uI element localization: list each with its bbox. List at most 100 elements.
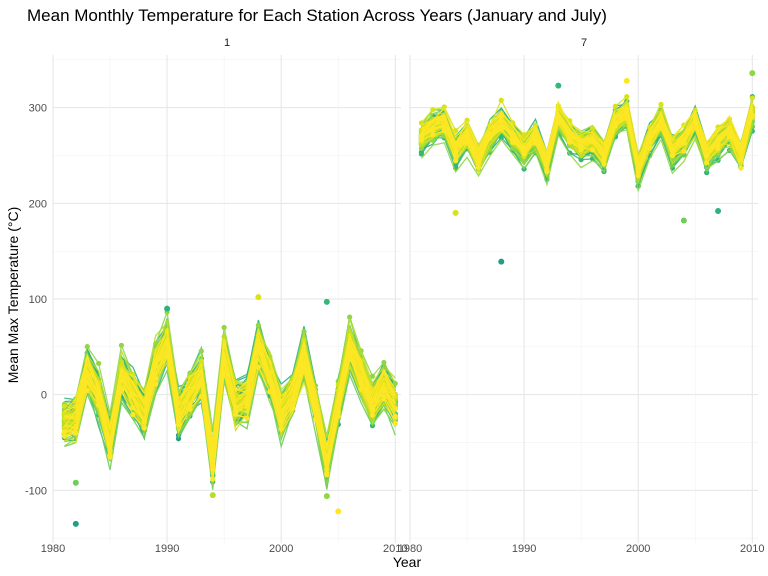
series-line — [420, 111, 753, 175]
data-point — [704, 160, 710, 166]
data-point — [453, 157, 459, 164]
outlier-point — [452, 209, 459, 216]
y-tick-label: -100 — [25, 485, 47, 497]
x-tick-label: 1990 — [512, 543, 536, 555]
data-point — [589, 147, 596, 153]
x-tick-label: 2000 — [626, 543, 650, 555]
x-tick-label: 1980 — [41, 543, 65, 555]
data-point — [692, 114, 698, 120]
data-point — [221, 358, 227, 364]
y-tick-label: 300 — [29, 103, 47, 115]
y-axis-ticks: -100 0 100 200 300 — [25, 103, 47, 498]
outlier-point — [498, 258, 505, 265]
data-point — [369, 412, 376, 418]
data-point — [84, 344, 90, 350]
data-point — [381, 393, 387, 400]
data-point — [669, 162, 676, 168]
outlier-point — [323, 493, 330, 500]
outlier-point — [255, 294, 262, 301]
series-line — [421, 107, 753, 173]
data-point — [601, 161, 607, 167]
x-tick-label: 2010 — [383, 543, 407, 555]
data-point — [324, 466, 330, 472]
series-line — [64, 337, 396, 472]
chart-title: Mean Monthly Temperature for Each Statio… — [27, 6, 607, 25]
data-point — [589, 125, 596, 131]
data-point — [130, 412, 136, 418]
data-point — [738, 157, 744, 163]
series-line — [420, 111, 753, 176]
data-point — [624, 94, 630, 100]
x-tick-label: 1980 — [398, 543, 422, 555]
data-point — [255, 322, 261, 328]
facet-panel-january: 1 — [52, 37, 401, 543]
outlier-point — [164, 305, 171, 312]
data-point — [175, 436, 182, 442]
outlier-point — [209, 492, 216, 499]
outlier-point — [749, 70, 756, 77]
outlier-point — [335, 508, 342, 515]
data-point — [267, 370, 273, 376]
series-lines-january — [61, 309, 398, 490]
data-point — [347, 314, 353, 320]
data-point — [418, 137, 425, 143]
y-tick-label: 100 — [29, 294, 47, 306]
data-point — [290, 403, 296, 409]
outlier-points-july — [452, 70, 756, 265]
series-lines-july — [418, 93, 755, 193]
series-line — [420, 126, 753, 193]
data-point — [255, 346, 261, 352]
data-point — [658, 125, 664, 131]
x-tick-label: 1990 — [155, 543, 179, 555]
outlier-point — [323, 298, 330, 305]
facet-panel-july: 7 — [409, 37, 758, 543]
y-tick-label: 200 — [29, 198, 47, 210]
outlier-point — [680, 217, 687, 224]
data-point — [141, 425, 147, 431]
y-tick-label: 0 — [41, 390, 47, 402]
data-point — [198, 348, 204, 354]
data-point — [430, 107, 436, 113]
data-point — [61, 429, 68, 435]
data-point — [107, 452, 113, 458]
outlier-point — [715, 207, 722, 214]
data-point — [521, 132, 527, 138]
outlier-point — [72, 479, 79, 486]
data-point — [324, 472, 330, 478]
outlier-points-january — [72, 294, 342, 527]
data-point — [175, 417, 182, 423]
series-line — [64, 327, 396, 451]
data-point — [430, 127, 436, 134]
data-point — [244, 397, 250, 403]
data-point — [498, 135, 504, 141]
data-point — [441, 104, 447, 110]
data-point — [612, 103, 618, 109]
outlier-point — [72, 520, 79, 527]
data-point — [601, 157, 607, 163]
data-point — [578, 143, 584, 149]
facet-strip-label-july: 7 — [581, 37, 587, 49]
data-point — [544, 166, 550, 172]
data-point — [118, 342, 125, 348]
facet-strip-label-january: 1 — [224, 37, 230, 49]
data-point — [715, 145, 721, 152]
data-point — [381, 359, 387, 366]
data-point — [738, 165, 744, 171]
data-point — [96, 360, 102, 367]
data-point — [578, 157, 584, 163]
data-point — [475, 164, 482, 171]
data-point — [175, 421, 182, 428]
data-point — [301, 338, 307, 344]
outlier-point — [555, 82, 562, 89]
data-point — [221, 324, 227, 331]
data-point — [392, 380, 398, 387]
x-tick-label: 2010 — [740, 543, 764, 555]
data-point — [749, 95, 755, 101]
x-tick-label: 2000 — [269, 543, 293, 555]
data-point — [392, 420, 398, 427]
data-point — [658, 101, 664, 108]
data-point — [61, 403, 68, 409]
data-point — [681, 148, 687, 154]
